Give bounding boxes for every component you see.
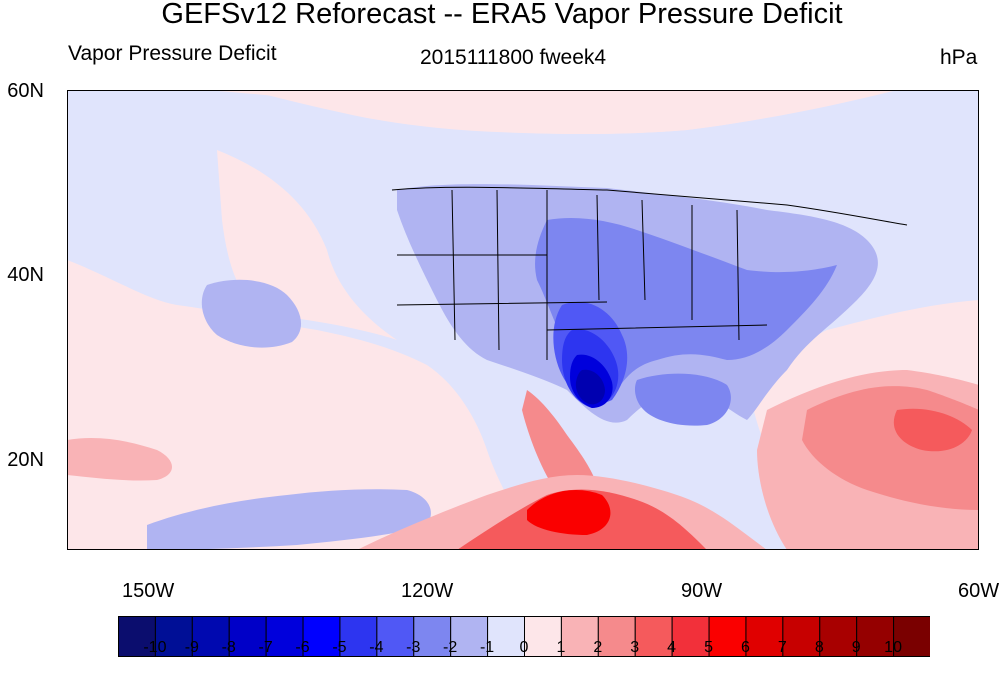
colorbar-label: -4 [369, 639, 384, 656]
date-label: 2015111800 fweek4 [420, 46, 607, 69]
colorbar-label: -7 [258, 639, 273, 656]
colorbar-box [893, 616, 930, 657]
colorbar-label: -2 [443, 639, 458, 656]
colorbar-box [708, 616, 747, 657]
units-label: hPa [940, 46, 978, 69]
colorbar-label: 5 [704, 639, 713, 656]
east-pacific-hot [527, 490, 611, 535]
pacific-blue-blob [201, 279, 302, 348]
lon-label-90w: 90W [681, 580, 723, 602]
colorbar-box [856, 616, 895, 657]
colorbar-label: -10 [143, 639, 167, 656]
lon-label-150w: 150W [122, 580, 175, 602]
mexico-red-strip [522, 390, 597, 495]
lat-label-60n: 60N [7, 80, 44, 102]
texas-center [575, 369, 605, 405]
colorbar-label: 3 [630, 639, 640, 656]
colorbar-label: 1 [556, 639, 566, 656]
colorbar-box [634, 616, 673, 657]
colorbar-box [524, 616, 562, 657]
lat-label-40n: 40N [7, 264, 44, 286]
colorbar-box [265, 616, 304, 657]
colorbar-box [191, 616, 230, 657]
colorbar-label: -1 [479, 639, 495, 656]
colorbar-box [339, 616, 378, 657]
colorbar-label: -9 [184, 639, 199, 656]
colorbar-label: 6 [741, 639, 750, 656]
atlantic-red-hot [893, 408, 972, 452]
colorbar-label: -6 [295, 639, 310, 656]
colorbar-label: -3 [406, 639, 421, 656]
colorbar-box [118, 616, 156, 657]
colorbar-label: 7 [777, 639, 787, 656]
colorbar-box [487, 616, 526, 657]
state-boundaries [391, 186, 908, 360]
colorbar-box [597, 616, 636, 657]
lon-label-120w: 120W [401, 580, 454, 602]
gulf-blue [634, 373, 731, 426]
map-title: GEFSv12 Reforecast -- ERA5 Vapor Pressur… [161, 0, 843, 30]
colorbar-label: 8 [814, 639, 824, 656]
colorbar-label: 0 [519, 639, 529, 656]
hawaii-red [67, 438, 172, 481]
colorbar-box [745, 616, 784, 657]
colorbar-label: 4 [667, 639, 677, 656]
lat-label-20n: 20N [7, 449, 44, 471]
colorbar-label: -5 [332, 639, 347, 656]
lon-label-60w: 60W [958, 580, 1000, 602]
north-pink-band [247, 90, 897, 135]
vpd-anomaly-map [67, 90, 979, 550]
colorbar [118, 616, 930, 657]
colorbar-box [560, 616, 599, 657]
colorbar-box [376, 616, 415, 657]
variable-label: Vapor Pressure Deficit [68, 42, 277, 65]
tropical-pacific-blue [147, 489, 431, 550]
colorbar-label: 2 [593, 639, 603, 656]
colorbar-box [302, 616, 341, 657]
colorbar-box [154, 616, 193, 657]
colorbar-label: 9 [851, 639, 861, 656]
colorbar-label: 10 [884, 639, 902, 656]
colorbar-label: -8 [221, 639, 236, 656]
